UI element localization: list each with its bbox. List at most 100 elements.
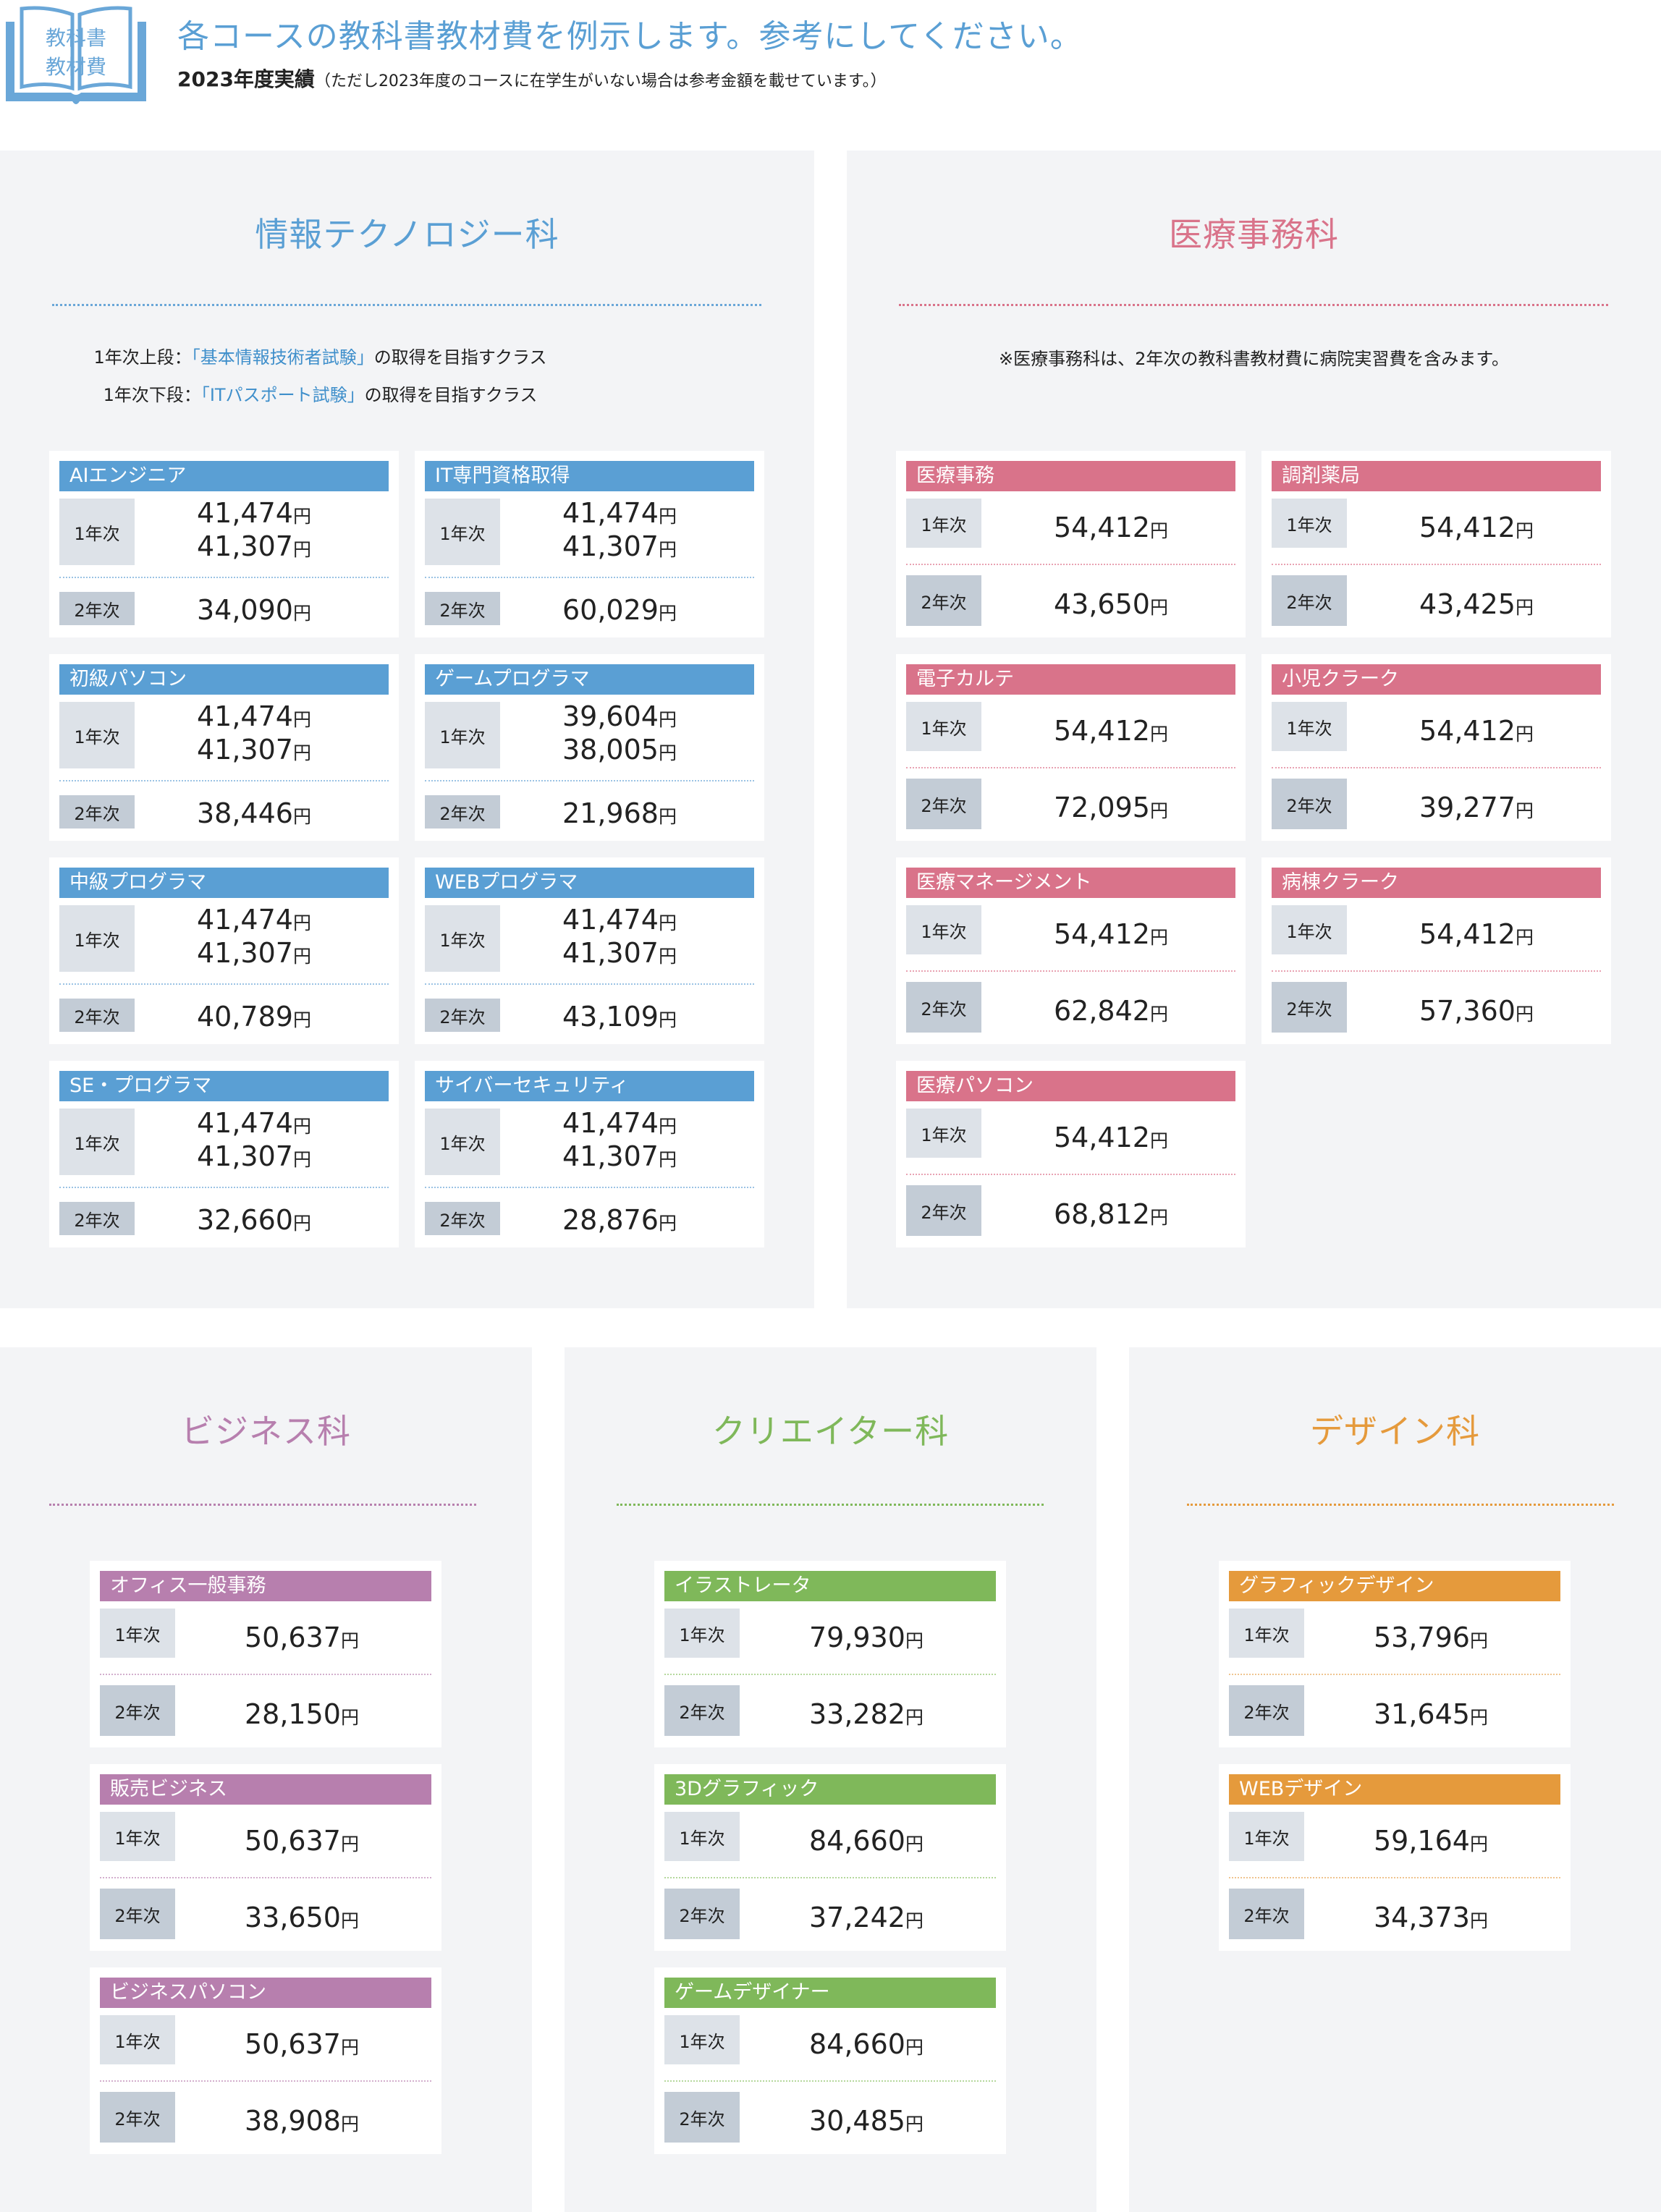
amount-value: 41,474 (197, 904, 293, 936)
dotted-separator (59, 1187, 389, 1188)
dotted-separator (59, 577, 389, 578)
amount: 62,842円 (1054, 993, 1168, 1032)
amount-value: 33,650 (245, 1902, 341, 1933)
course-card: サイバーセキュリティ 1年次 41,474円 41,307円 2年次 28,876円 (415, 1061, 764, 1247)
amount: 31,645円 (1374, 1697, 1488, 1735)
course-name: 調剤薬局 (1272, 461, 1601, 491)
course-name: イラストレータ (664, 1571, 996, 1601)
amount: 54,412円 (1054, 510, 1168, 548)
course-name: 小児クラーク (1272, 664, 1601, 695)
textbook-book-icon: 教科書 教材費 (0, 0, 152, 109)
yen-unit: 円 (340, 2037, 359, 2058)
year-2-label: 2年次 (906, 575, 981, 626)
amount: 54,412円 (1419, 510, 1534, 548)
course-name: オフィス一般事務 (100, 1571, 431, 1601)
amount: 37,242円 (809, 1900, 924, 1938)
year-2-label: 2年次 (59, 1202, 135, 1235)
year-1-label: 1年次 (100, 1812, 175, 1861)
year-1-label: 1年次 (906, 1109, 981, 1158)
icon-text-2: 教材費 (46, 55, 106, 79)
amount: 53,796円 (1374, 1620, 1488, 1658)
yen-unit: 円 (1149, 1004, 1168, 1025)
amount-value: 54,412 (1419, 512, 1516, 543)
panel-title-business: ビジネス科 (181, 1412, 351, 1451)
amount-value: 54,412 (1054, 918, 1150, 950)
panel-it: 情報テクノロジー科 1年次上段：「基本情報技術者試験」の取得を目指すクラス 1年… (0, 151, 814, 1308)
amount-value: 54,412 (1419, 715, 1516, 747)
year-1-label: 1年次 (59, 499, 135, 565)
amount-value: 38,005 (562, 734, 659, 766)
amount: 43,109円 (562, 999, 677, 1038)
yen-unit: 円 (1149, 927, 1168, 948)
yen-unit: 円 (292, 946, 311, 967)
amount-value: 53,796 (1374, 1622, 1470, 1653)
year-2-label: 2年次 (425, 592, 500, 625)
course-card: WEBプログラマ 1年次 41,474円 41,307円 2年次 43,109円 (415, 857, 764, 1044)
dotted-separator (664, 1674, 996, 1675)
yen-unit: 円 (1469, 1630, 1488, 1651)
panel-business: ビジネス科 オフィス一般事務 1年次 50,637円 2年次 28,150円 販売ビジネス… (0, 1347, 532, 2212)
course-name: WEBデザイン (1229, 1774, 1560, 1805)
course-card: ビジネスパソコン 1年次 50,637円 2年次 38,908円 (90, 1967, 441, 2154)
amount: 28,876円 (562, 1203, 677, 1241)
panel-design: デザイン科 グラフィックデザイン 1年次 53,796円 2年次 31,645円 WEBデ… (1129, 1347, 1661, 2212)
amount: 40,789円 (197, 999, 311, 1038)
amount-value: 28,876 (562, 1204, 659, 1236)
dotted-separator (1229, 1674, 1560, 1675)
amount-value: 50,637 (245, 1825, 341, 1857)
amount: 41,307円 (197, 529, 311, 567)
course-card: 3Dグラフィック 1年次 84,660円 2年次 37,242円 (654, 1764, 1006, 1951)
year-1-label: 1年次 (100, 1609, 175, 1658)
course-card: 調剤薬局 1年次 54,412円 2年次 43,425円 (1261, 451, 1611, 637)
yen-unit: 円 (292, 603, 311, 624)
amount-value: 41,474 (197, 700, 293, 732)
course-name: 販売ビジネス (100, 1774, 431, 1805)
amount: 59,164円 (1374, 1823, 1488, 1862)
dotted-separator (425, 1187, 754, 1188)
year-2-label: 2年次 (425, 1202, 500, 1235)
course-name: サイバーセキュリティ (425, 1071, 754, 1101)
amount: 84,660円 (809, 2027, 924, 2065)
amount-value: 54,412 (1054, 715, 1150, 747)
yen-unit: 円 (1515, 800, 1534, 821)
amount: 41,307円 (562, 1139, 677, 1177)
amount-value: 50,637 (245, 1622, 341, 1653)
dotted-separator (100, 1674, 431, 1675)
amount-value: 54,412 (1419, 918, 1516, 950)
course-name: ゲームデザイナー (664, 1978, 996, 2008)
yen-unit: 円 (1515, 1004, 1534, 1025)
course-card: グラフィックデザイン 1年次 53,796円 2年次 31,645円 (1219, 1561, 1571, 1747)
yen-unit: 円 (905, 1630, 924, 1651)
amount-value: 41,307 (197, 937, 293, 969)
amount: 38,908円 (245, 2103, 359, 2142)
amount-value: 41,474 (562, 904, 659, 936)
amount-value: 37,242 (809, 1902, 905, 1933)
year-2-label: 2年次 (59, 592, 135, 625)
yen-unit: 円 (1469, 1910, 1488, 1931)
yen-unit: 円 (340, 1630, 359, 1651)
yen-unit: 円 (292, 1116, 311, 1137)
amount: 54,412円 (1054, 917, 1168, 955)
amount: 39,604円 (562, 699, 677, 737)
amount: 60,029円 (562, 593, 677, 631)
dotted-separator (59, 780, 389, 781)
year-2-label: 2年次 (906, 779, 981, 829)
yen-unit: 円 (1469, 1707, 1488, 1728)
it-note-line2: 1年次下段：「ITパスポート試験」の取得を目指すクラス (103, 385, 538, 405)
yen-unit: 円 (292, 539, 311, 560)
course-card: SE・プログラマ 1年次 41,474円 41,307円 2年次 32,660円 (49, 1061, 399, 1247)
year-1-label: 1年次 (59, 702, 135, 768)
yen-unit: 円 (340, 1834, 359, 1855)
course-name: SE・プログラマ (59, 1071, 389, 1101)
year-2-label: 2年次 (59, 999, 135, 1032)
amount-value: 54,412 (1054, 512, 1150, 543)
course-card: イラストレータ 1年次 79,930円 2年次 33,282円 (654, 1561, 1006, 1747)
year-2-label: 2年次 (906, 982, 981, 1033)
year-caption: 2023年度実績（ただし2023年度のコースに在学生がいない場合は参考金額を載せ… (177, 64, 887, 93)
amount-value: 41,307 (562, 530, 659, 562)
course-card: ゲームプログラマ 1年次 39,604円 38,005円 2年次 21,968円 (415, 654, 764, 841)
year-label: 2023年度実績 (177, 67, 315, 91)
amount: 38,446円 (197, 796, 311, 834)
yen-unit: 円 (1149, 1207, 1168, 1228)
dotted-separator (906, 1174, 1235, 1175)
